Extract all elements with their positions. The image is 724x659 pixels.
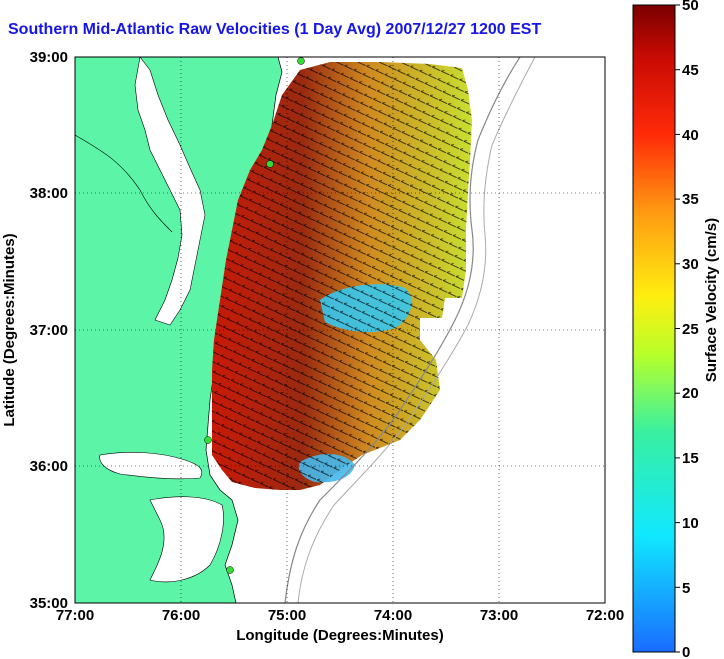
colorbar-tick-label: 20 <box>682 385 699 402</box>
bathymetry-contour <box>284 57 521 603</box>
colorbar-tick-label: 10 <box>682 515 699 532</box>
y-tick-label: 39:00 <box>30 49 68 66</box>
radar-site-marker <box>266 160 274 168</box>
radar-site-marker <box>226 566 234 574</box>
y-axis-label: Latitude (Degrees:Minutes) <box>1 233 18 426</box>
chesapeake-bay <box>134 57 206 326</box>
colorbar-label: Surface Velocity (cm/s) <box>703 218 720 382</box>
colorbar-scale <box>632 4 676 653</box>
colorbar-tick-label: 25 <box>682 321 699 338</box>
y-tick-label: 38:00 <box>30 185 68 202</box>
x-axis-label: Longitude (Degrees:Minutes) <box>236 627 444 644</box>
albemarle-sound <box>99 451 203 480</box>
map-title: Southern Mid-Atlantic Raw Velocities (1 … <box>8 21 542 38</box>
colorbar: 50 45 40 35 30 25 20 15 10 5 0 Surface V… <box>632 0 720 659</box>
colorbar-tick-label: 45 <box>682 62 699 79</box>
velocity-vectors <box>212 62 472 490</box>
colorbar-tick-label: 5 <box>682 580 690 597</box>
radar-site-marker <box>204 436 212 444</box>
y-axis: 39:00 38:00 37:00 36:00 35:00 Latitude (… <box>1 49 68 612</box>
x-tick-label: 74:00 <box>374 607 412 624</box>
colorbar-tick-label: 40 <box>682 127 699 144</box>
x-tick-label: 73:00 <box>480 607 518 624</box>
x-tick-label: 77:00 <box>56 607 94 624</box>
y-tick-label: 36:00 <box>30 458 68 475</box>
x-tick-label: 76:00 <box>162 607 200 624</box>
grid-lines <box>75 57 605 603</box>
pamlico-sound <box>149 496 224 583</box>
colorbar-tick-label: 35 <box>682 191 699 208</box>
colorbar-tick-label: 15 <box>682 450 699 467</box>
x-tick-label: 72:00 <box>586 607 624 624</box>
plot-frame <box>74 56 606 604</box>
x-tick-label: 75:00 <box>268 607 306 624</box>
y-tick-label: 37:00 <box>30 322 68 339</box>
bathymetry-contour-2 <box>297 57 536 603</box>
colorbar-tick-label: 50 <box>682 0 699 14</box>
radar-site-marker <box>297 57 305 65</box>
potomac-river <box>75 134 173 233</box>
colorbar-tick-label: 30 <box>682 256 699 273</box>
x-axis: 77:00 76:00 75:00 74:00 73:00 72:00 Long… <box>56 607 624 644</box>
y-tick-label: 35:00 <box>30 595 68 612</box>
colorbar-tick-label: 0 <box>682 644 690 659</box>
